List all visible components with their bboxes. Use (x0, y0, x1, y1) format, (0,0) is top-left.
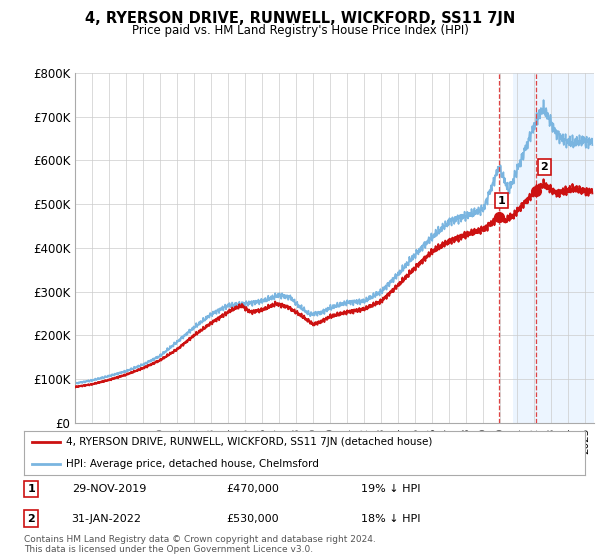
Text: 29-NOV-2019: 29-NOV-2019 (71, 484, 146, 494)
Text: 4, RYERSON DRIVE, RUNWELL, WICKFORD, SS11 7JN: 4, RYERSON DRIVE, RUNWELL, WICKFORD, SS1… (85, 11, 515, 26)
Text: 4, RYERSON DRIVE, RUNWELL, WICKFORD, SS11 7JN (detached house): 4, RYERSON DRIVE, RUNWELL, WICKFORD, SS1… (66, 437, 433, 447)
Text: 2: 2 (28, 514, 35, 524)
Text: 18% ↓ HPI: 18% ↓ HPI (361, 514, 420, 524)
Text: 1: 1 (498, 195, 505, 206)
Text: 19% ↓ HPI: 19% ↓ HPI (361, 484, 420, 494)
Text: £530,000: £530,000 (226, 514, 278, 524)
Text: 2: 2 (541, 162, 548, 172)
Text: 31-JAN-2022: 31-JAN-2022 (71, 514, 142, 524)
Text: £470,000: £470,000 (226, 484, 279, 494)
Text: Contains HM Land Registry data © Crown copyright and database right 2024.
This d: Contains HM Land Registry data © Crown c… (24, 535, 376, 554)
Text: HPI: Average price, detached house, Chelmsford: HPI: Average price, detached house, Chel… (66, 459, 319, 469)
Bar (513, 73, 594, 423)
Text: Price paid vs. HM Land Registry's House Price Index (HPI): Price paid vs. HM Land Registry's House … (131, 24, 469, 36)
Text: 1: 1 (28, 484, 35, 494)
